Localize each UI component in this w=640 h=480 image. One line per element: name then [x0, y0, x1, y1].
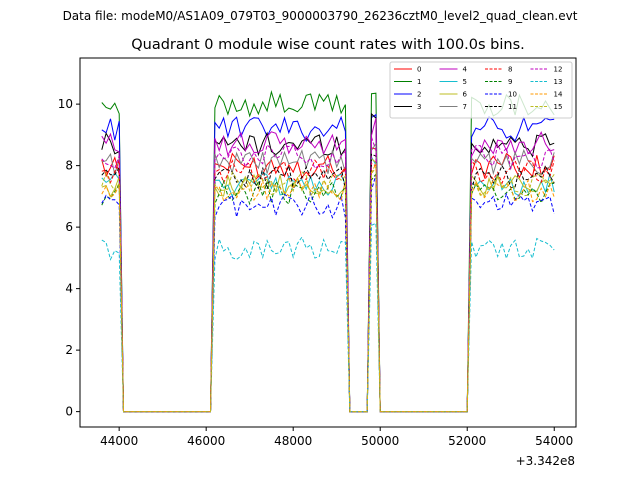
legend-box [389, 61, 573, 119]
series-line-15 [101, 165, 555, 413]
x-offset-label: +3.342e8 [516, 454, 575, 468]
y-tick-label: 6 [65, 220, 73, 234]
legend-label-6: 6 [463, 91, 468, 99]
series-line-14 [101, 163, 555, 413]
legend-label-9: 9 [508, 78, 512, 86]
legend-label-7: 7 [463, 103, 467, 111]
legend-label-15: 15 [554, 103, 563, 111]
x-axis: 44000 46000 48000 50000 52000 54000 [100, 427, 573, 448]
legend-label-1: 1 [417, 78, 421, 86]
legend-label-0: 0 [417, 66, 421, 74]
legend-label-10: 10 [508, 91, 517, 99]
x-tick-label: 52000 [448, 434, 486, 448]
legend-label-5: 5 [463, 78, 467, 86]
legend-label-11: 11 [508, 103, 517, 111]
x-tick-label: 48000 [274, 434, 312, 448]
legend-label-2: 2 [417, 91, 421, 99]
axes-frame [79, 57, 577, 428]
legend-label-13: 13 [554, 78, 563, 86]
y-axis: 0 2 4 6 8 10 [58, 97, 80, 419]
legend-label-12: 12 [554, 66, 563, 74]
series-line-12 [101, 137, 555, 413]
y-tick-label: 10 [58, 97, 73, 111]
x-tick-label: 44000 [100, 434, 138, 448]
y-tick-label: 2 [65, 343, 73, 357]
legend-label-8: 8 [508, 66, 512, 74]
y-tick-label: 0 [65, 405, 73, 419]
chart-title: Quadrant 0 module wise count rates with … [131, 37, 525, 53]
legend-label-3: 3 [417, 103, 421, 111]
x-tick-label: 54000 [535, 434, 573, 448]
legend-label-14: 14 [554, 91, 563, 99]
x-tick-label: 46000 [187, 434, 225, 448]
y-tick-label: 4 [65, 282, 73, 296]
x-tick-label: 50000 [361, 434, 399, 448]
y-tick-label: 8 [65, 159, 73, 173]
data-file-label: Data file: modeM0/AS1A09_079T03_90000037… [63, 9, 578, 23]
legend-label-4: 4 [463, 66, 468, 74]
plot-area [101, 89, 555, 413]
